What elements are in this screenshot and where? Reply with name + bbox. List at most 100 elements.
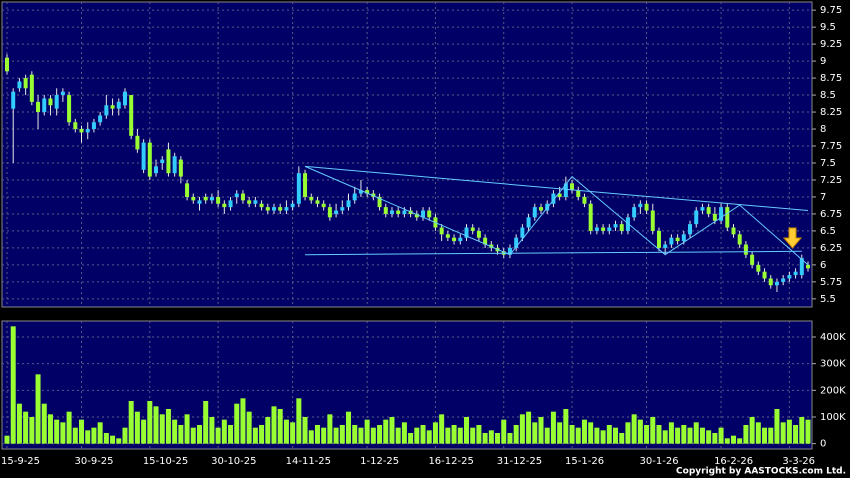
volume-bar <box>23 411 29 444</box>
volume-bar <box>271 406 277 444</box>
volume-bar <box>246 411 252 444</box>
copyright: Copyright by AASTOCKS.com Ltd. <box>676 467 846 477</box>
candle-body <box>551 193 556 204</box>
candle-body <box>315 200 320 204</box>
candle-body <box>464 227 469 238</box>
candle-body <box>365 190 370 194</box>
candle-body <box>483 237 488 245</box>
candle-body <box>700 207 705 211</box>
volume-bar <box>544 427 550 444</box>
candle-body <box>340 207 345 211</box>
volume-bar <box>209 417 215 444</box>
volume-bar <box>60 422 66 444</box>
volume-bar <box>141 419 147 444</box>
volume-bar <box>594 427 600 444</box>
volume-bar <box>637 419 643 444</box>
volume-bar <box>408 433 414 444</box>
candle-body <box>129 95 134 136</box>
candle-body <box>116 101 121 109</box>
volume-bar <box>147 401 153 444</box>
volume-bar <box>383 419 389 444</box>
candle-body <box>234 193 239 197</box>
x-tick-label: 30-9-25 <box>75 456 114 467</box>
volume-bar <box>588 422 594 444</box>
candle-body <box>222 203 227 208</box>
volume-bar <box>625 422 631 444</box>
y-tick-label: 7.5 <box>820 158 836 169</box>
candle-body <box>290 203 295 208</box>
volume-bar <box>128 401 134 444</box>
volume-bar <box>54 419 60 444</box>
volume-bar <box>153 406 159 444</box>
volume-bar <box>799 417 805 444</box>
volume-bar <box>538 417 544 444</box>
candle-body <box>526 217 531 228</box>
candle-body <box>23 78 28 89</box>
volume-bar <box>786 419 792 444</box>
volume-bar <box>327 414 333 444</box>
candle-body <box>688 224 693 235</box>
volume-bar <box>333 427 339 444</box>
volume-bar <box>364 419 370 444</box>
volume-bar <box>619 433 625 444</box>
candle-body <box>712 213 717 221</box>
y-tick-label: 6.5 <box>820 226 836 237</box>
candle-body <box>669 237 674 245</box>
volume-bar <box>234 403 240 444</box>
y2-tick-label: 0 <box>820 439 826 450</box>
candle-body <box>191 196 196 201</box>
volume-bar <box>600 430 606 444</box>
candle-body <box>650 210 655 231</box>
volume-bar <box>482 433 488 444</box>
y2-tick-label: 300K <box>820 359 846 370</box>
candle-body <box>178 159 183 177</box>
volume-bar <box>575 427 581 444</box>
trend-line <box>305 250 802 256</box>
candle-body <box>389 210 394 214</box>
x-tick-label: 30-10-25 <box>211 456 256 467</box>
x-tick-label: 3-3-26 <box>782 456 815 467</box>
y-tick-label: 6 <box>820 260 826 271</box>
y-tick-label: 7.25 <box>820 175 842 186</box>
volume-bar <box>159 414 165 444</box>
candle-body <box>396 210 401 214</box>
candle-body <box>787 275 792 279</box>
candle-body <box>259 203 264 208</box>
price-panel <box>1 1 813 308</box>
candle-body <box>42 98 47 113</box>
arrow-annotation <box>782 227 803 249</box>
volume-bar <box>308 430 314 444</box>
candle-body <box>17 81 22 89</box>
volume-bar <box>463 417 469 444</box>
candle-body <box>327 207 332 218</box>
candle-body <box>514 237 519 248</box>
candle-body <box>253 200 258 204</box>
volume-bar <box>91 427 97 444</box>
y2-tick-label: 400K <box>820 332 846 343</box>
candle-body <box>54 95 59 109</box>
volume-bar <box>557 422 563 444</box>
volume-bar <box>339 425 345 444</box>
volume-bar <box>519 414 525 444</box>
volume-bar <box>41 403 47 444</box>
candle-body <box>240 193 245 201</box>
volume-bar <box>457 427 463 444</box>
volume-bar <box>296 398 302 444</box>
volume-bar <box>780 422 786 444</box>
volume-bar <box>737 438 743 444</box>
y-tick-label: 9.75 <box>820 5 842 16</box>
volume-bar <box>563 409 569 444</box>
candle-body <box>371 193 376 197</box>
candle-body <box>166 149 171 174</box>
candle-body <box>507 247 512 255</box>
volume-bar <box>805 419 811 444</box>
candle-body <box>135 135 140 150</box>
candle-body <box>743 244 748 255</box>
candle-body <box>532 207 537 218</box>
candle-body <box>11 91 16 109</box>
volume-bar <box>687 427 693 444</box>
candle-body <box>445 234 450 238</box>
candle-body <box>644 203 649 211</box>
volume-bar <box>122 427 128 444</box>
